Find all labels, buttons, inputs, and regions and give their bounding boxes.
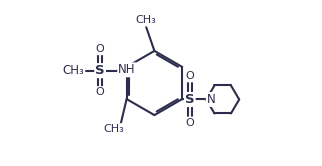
- Text: S: S: [185, 93, 194, 106]
- Text: CH₃: CH₃: [136, 15, 156, 25]
- Text: O: O: [185, 71, 194, 81]
- Text: CH₃: CH₃: [62, 64, 84, 77]
- Text: N: N: [207, 93, 215, 106]
- Text: O: O: [96, 87, 104, 97]
- Text: O: O: [185, 118, 194, 127]
- Text: CH₃: CH₃: [104, 124, 125, 134]
- Text: S: S: [95, 64, 105, 77]
- Text: O: O: [96, 44, 104, 54]
- Text: NH: NH: [118, 63, 136, 76]
